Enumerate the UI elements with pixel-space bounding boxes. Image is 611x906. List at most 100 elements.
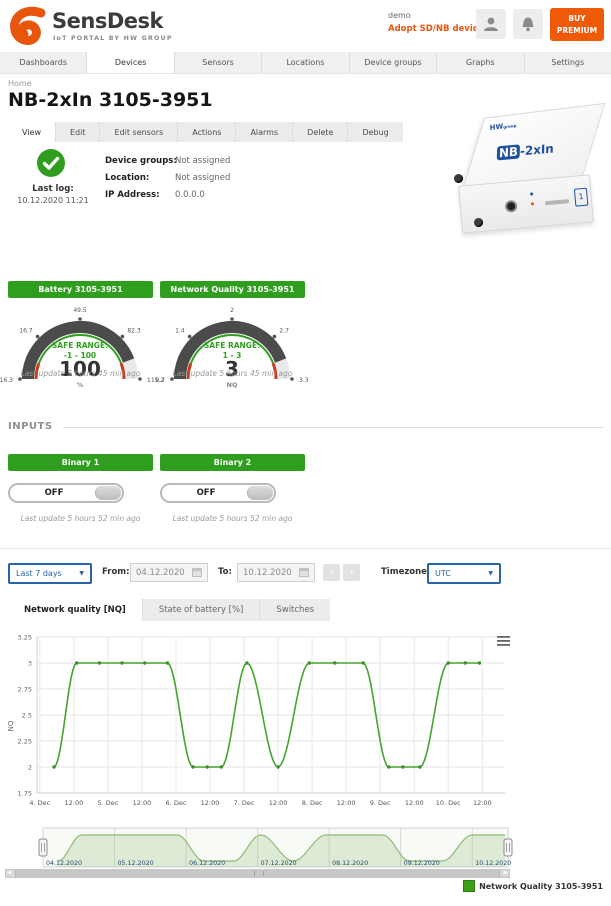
input-button-binary1[interactable]: Binary 1 (8, 454, 153, 471)
chart-tab-state-of-battery[interactable]: State of battery [%] (141, 599, 260, 621)
svg-text:3: 3 (225, 357, 239, 381)
calendar-icon[interactable] (299, 568, 309, 577)
device-tab-actions[interactable]: Actions (177, 122, 235, 142)
gauge-button-network-quality[interactable]: Network Quality 3105-3951 (160, 281, 305, 298)
legend-label: Network Quality 3105-3951 (479, 881, 603, 891)
legend-swatch (463, 880, 476, 892)
nav-tab-dashboards[interactable]: Dashboards (19, 58, 67, 67)
nav-tab-settings[interactable]: Settings (523, 52, 611, 73)
svg-text:12:00: 12:00 (133, 799, 152, 807)
svg-text:SAFE RANGE:: SAFE RANGE: (204, 341, 260, 350)
svg-text:2: 2 (28, 764, 32, 772)
hw-group-logo: HWgroup (489, 122, 517, 133)
page-title: NB-2xIn 3105-3951 (8, 89, 213, 111)
navigator-handle-left[interactable] (38, 838, 48, 857)
network-quality-chart[interactable]: 1.75 2 2.25 2.5 2.75 3 3.25 4. Dec 12:00 5. Dec 12… (0, 628, 611, 816)
last-log-label: Last log: (32, 184, 74, 194)
device-tabs: View Edit Edit sensors Actions Alarms De… (8, 122, 403, 142)
toggle-handle[interactable] (247, 486, 273, 500)
gauge-button-battery[interactable]: Battery 3105-3951 (8, 281, 153, 298)
main-nav: Dashboards Devices Sensors Locations Dev… (0, 52, 611, 74)
svg-text:6. Dec: 6. Dec (166, 799, 187, 807)
timezone-select[interactable]: UTC ▼ (427, 563, 501, 584)
chevron-down-icon: ▼ (79, 570, 84, 577)
breadcrumb[interactable]: Home (8, 79, 32, 88)
date-range-select[interactable]: Last 7 days ▼ (8, 563, 92, 584)
svg-text:3: 3 (28, 660, 32, 668)
svg-text:NQ: NQ (7, 720, 15, 731)
timezone-value: UTC (435, 569, 451, 578)
svg-text:12:00: 12:00 (201, 799, 220, 807)
toggle-handle[interactable] (95, 486, 121, 500)
device-tab-debug[interactable]: Debug (347, 122, 402, 142)
svg-text:2.75: 2.75 (18, 686, 32, 694)
gauge-last-update-battery: Last update 5 hours 45 min ago (20, 369, 141, 378)
logged-in-user: demo (388, 11, 411, 20)
svg-text:NQ: NQ (227, 381, 238, 389)
input-last-update-binary2: Last update 5 hours 52 min ago (172, 514, 293, 523)
next-period-button[interactable]: › (343, 564, 360, 581)
nav-tab-device-groups[interactable]: Device groups (348, 52, 436, 73)
device-tab-view[interactable]: View (8, 122, 55, 142)
device-tab-alarms[interactable]: Alarms (235, 122, 292, 142)
user-icon (484, 17, 498, 31)
chart-tabs: Network quality [NQ] State of battery [%… (8, 599, 331, 621)
bell-icon (522, 17, 534, 31)
chart-export-menu-icon[interactable] (497, 636, 510, 646)
nav-tab-locations[interactable]: Locations (261, 52, 348, 73)
to-date-input[interactable]: 10.12.2020 (237, 563, 315, 582)
svg-text:12:00: 12:00 (337, 799, 356, 807)
svg-text:82.3: 82.3 (127, 328, 141, 335)
nav-tab-devices[interactable]: Devices (86, 52, 174, 73)
prev-period-button[interactable]: ‹ (323, 564, 340, 581)
device-tab-delete[interactable]: Delete (292, 122, 347, 142)
scrollbar-thumb[interactable] (15, 870, 500, 877)
scrollbar-right-arrow[interactable]: ▶ (503, 869, 508, 876)
svg-text:10. Dec: 10. Dec (436, 799, 461, 807)
binary2-toggle[interactable]: OFF (160, 483, 276, 503)
calendar-icon[interactable] (192, 568, 202, 577)
chart-navigator[interactable]: 04.12.2020 05.12.2020 06.12.2020 07.12.2020… (0, 827, 611, 869)
side-screw (454, 174, 463, 183)
nav-tab-sensors[interactable]: Sensors (173, 52, 261, 73)
svg-text:04.12.2020: 04.12.2020 (46, 860, 82, 867)
chart-legend[interactable]: Network Quality 3105-3951 (463, 880, 603, 892)
notifications-button[interactable] (513, 9, 543, 39)
svg-text:06.12.2020: 06.12.2020 (189, 860, 225, 867)
adopt-device-link[interactable]: Adopt SD/NB device (388, 24, 484, 34)
device-tab-edit-sensors[interactable]: Edit sensors (99, 122, 177, 142)
info-label-ip-address: IP Address: (105, 190, 160, 200)
chart-tab-network-quality[interactable]: Network quality [NQ] (8, 599, 142, 621)
binary1-state: OFF (44, 488, 64, 498)
binary2-state: OFF (196, 488, 216, 498)
to-label: To: (218, 567, 232, 577)
to-date-value: 10.12.2020 (243, 567, 292, 578)
svg-text:100: 100 (59, 357, 101, 381)
sim-slot (544, 199, 570, 206)
info-value-device-groups: Not assigned (175, 156, 231, 166)
navigator-handle-right[interactable] (503, 838, 513, 857)
device-tab-edit[interactable]: Edit (54, 122, 100, 142)
chart-scrollbar[interactable]: ◀ ▶ (5, 869, 510, 878)
nav-tab-graphs[interactable]: Graphs (436, 52, 523, 73)
from-date-value: 04.12.2020 (136, 567, 185, 578)
device-model-label: NB -2xIn (496, 141, 555, 161)
buy-premium-button[interactable]: BUY PREMIUM (550, 8, 604, 41)
info-label-device-groups: Device groups: (105, 156, 177, 166)
chart-tab-switches[interactable]: Switches (259, 599, 331, 621)
svg-text:07.12.2020: 07.12.2020 (261, 860, 297, 867)
scrollbar-left-arrow[interactable]: ◀ (7, 869, 12, 876)
status-led (530, 192, 534, 196)
device-photo: HWgroup NB -2xIn 1 (448, 98, 608, 238)
svg-text:8. Dec: 8. Dec (302, 799, 323, 807)
scrollbar-grip (253, 871, 264, 876)
svg-text:12:00: 12:00 (269, 799, 288, 807)
binary1-toggle[interactable]: OFF (8, 483, 124, 503)
svg-text:0.7: 0.7 (155, 377, 165, 384)
input-button-binary2[interactable]: Binary 2 (160, 454, 305, 471)
user-account-button[interactable] (476, 9, 506, 39)
input-last-update-binary1: Last update 5 hours 52 min ago (20, 514, 141, 523)
from-date-input[interactable]: 04.12.2020 (130, 563, 208, 582)
